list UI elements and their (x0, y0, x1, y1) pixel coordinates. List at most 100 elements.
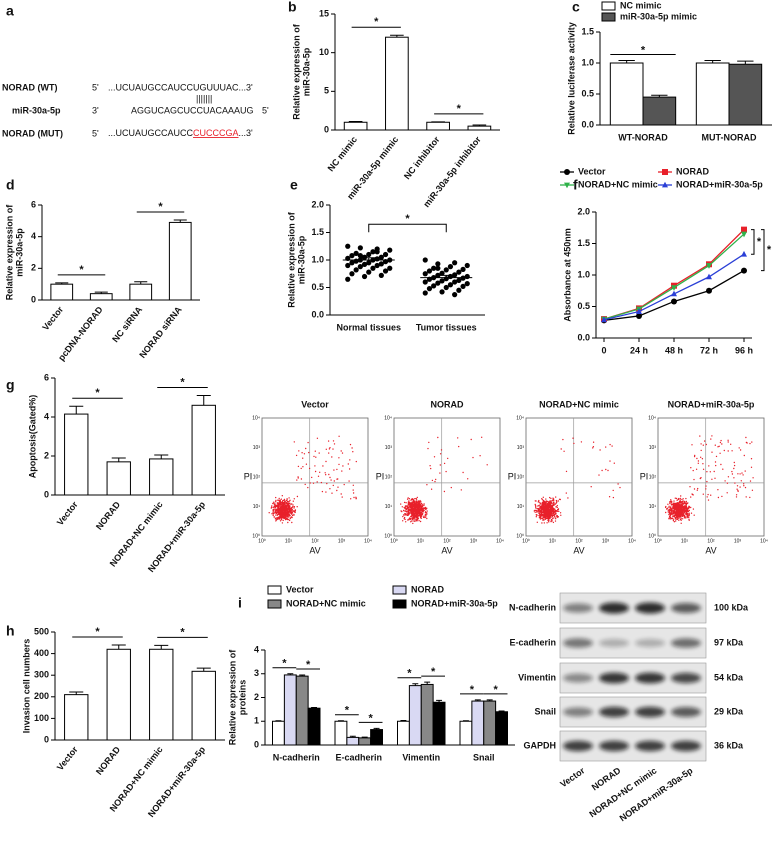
dot (452, 279, 458, 285)
flow-x-tick: 10³ (602, 538, 610, 544)
y-tick-label: 1.5 (581, 26, 594, 36)
dot (447, 264, 454, 270)
error-bar (111, 457, 126, 462)
blot-band (599, 602, 629, 614)
dot (382, 251, 389, 258)
significance: * (79, 264, 84, 276)
significance: * (368, 712, 373, 724)
x-tick-label: Vector (40, 304, 65, 332)
flow-x-tick: 10² (311, 538, 319, 544)
flow-x-tick: 10⁰ (258, 538, 266, 544)
significance: * (767, 244, 772, 256)
error-bar (361, 736, 368, 738)
error-bar (55, 282, 69, 285)
y-axis-label: Relative expression of (286, 211, 296, 308)
dot (361, 254, 368, 260)
bar (420, 683, 434, 746)
dot (464, 262, 470, 269)
panel-label: g (6, 377, 15, 393)
error-bar (134, 281, 148, 285)
flow-y-tick: 10² (253, 474, 261, 480)
marker (741, 231, 747, 238)
y-tick-label: 0.0 (311, 309, 324, 319)
bar (426, 121, 450, 131)
bar (89, 293, 113, 301)
error-bar (154, 644, 169, 650)
y-tick-label: 2 (254, 692, 259, 702)
panel-label: h (6, 623, 15, 639)
bar (695, 62, 730, 126)
dot (345, 276, 351, 282)
error-bar (69, 691, 84, 695)
significance-bracket (368, 223, 447, 233)
flow-x-tick: 10² (707, 538, 715, 544)
dot (349, 260, 355, 266)
significance: * (757, 236, 762, 248)
x-tick-label: MUT-NORAD (702, 132, 757, 142)
bar (149, 458, 174, 496)
legend-label: Vector (286, 584, 314, 594)
bar (471, 700, 485, 746)
seq-part: ...UCUAUGCCAUCC (108, 128, 194, 138)
x-tick-label: NC siRNA (110, 304, 144, 344)
bar (358, 737, 372, 746)
blot-band (671, 672, 701, 684)
y-axis-label: miR-30a-5p (301, 47, 311, 96)
x-tick-label: NC inhibitor (402, 134, 442, 181)
significance: * (405, 213, 410, 225)
dot (370, 265, 376, 271)
error-bar (472, 124, 487, 127)
marker (564, 169, 570, 175)
x-tick-label: pcDNA-NORAD (56, 304, 105, 363)
blot-band (635, 706, 665, 718)
marker (671, 290, 677, 297)
error-bar (498, 710, 505, 712)
significance: * (95, 626, 100, 638)
line (603, 233, 745, 320)
flow-x-tick: 10³ (338, 538, 346, 544)
panel-label: b (288, 0, 297, 15)
y-tick-label: 1.0 (577, 269, 590, 279)
flow-x-tick: 10³ (734, 538, 742, 544)
flow-frame (657, 417, 765, 537)
bar (191, 670, 216, 741)
significance: * (345, 705, 350, 717)
marker (706, 273, 712, 280)
flow-x-axis-label: AV (705, 545, 716, 555)
dot (387, 265, 393, 271)
y-tick-label: 0 (44, 734, 49, 744)
flow-x-tick: 10⁰ (522, 538, 530, 544)
dot (349, 253, 355, 259)
flow-x-tick: 10¹ (285, 538, 293, 544)
flow-x-axis-label: AV (309, 545, 320, 555)
error-bar (438, 274, 455, 278)
dot (422, 271, 428, 277)
marker (741, 226, 747, 233)
legend-label: NORAD (411, 584, 444, 594)
legend-label: NORAD (676, 166, 709, 176)
dot (460, 266, 466, 272)
flow-y-axis-label: PI (244, 471, 253, 481)
y-axis-label: Relative expression of (227, 649, 237, 746)
dot (431, 283, 437, 289)
legend-label: miR-30a-5p mimic (620, 11, 697, 21)
y-tick-label: 15 (319, 8, 329, 18)
flow-y-tick: 10⁴ (648, 415, 656, 421)
y-axis-label: proteins (237, 680, 247, 716)
flow-y-axis-label: PI (508, 471, 517, 481)
dot (426, 286, 433, 292)
seq-name: NORAD (WT) (2, 82, 58, 92)
bar (64, 694, 89, 741)
error-bar (196, 395, 211, 406)
bar (168, 221, 192, 301)
x-tick-label: Vector (55, 499, 80, 527)
legend-swatch (392, 599, 407, 609)
blot-band (563, 673, 593, 683)
flow-y-tick: 10⁴ (384, 415, 392, 421)
y-tick-label: 1.0 (581, 57, 594, 67)
dot (345, 243, 351, 249)
flow-title: NORAD (431, 399, 464, 409)
flow-x-tick: 10⁴ (628, 538, 636, 544)
error-bar (349, 735, 356, 738)
error-bar (154, 454, 169, 459)
